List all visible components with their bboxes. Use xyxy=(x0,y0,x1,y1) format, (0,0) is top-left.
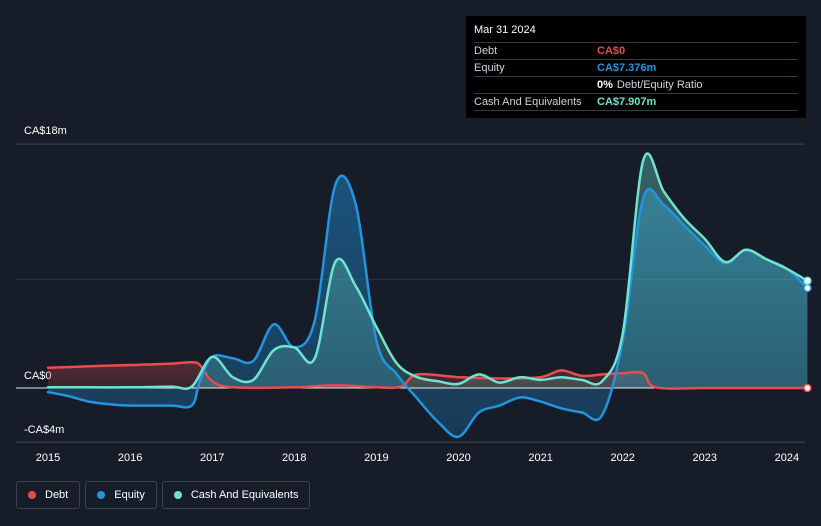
line-cash-and-equivalents xyxy=(46,152,809,391)
legend: Debt Equity Cash And Equivalents xyxy=(16,481,311,509)
tooltip-row-ratio: 0% Debt/Equity Ratio xyxy=(474,76,798,93)
y-axis-label: CA$0 xyxy=(24,370,52,382)
x-tick-label: 2015 xyxy=(36,452,60,464)
x-tick-label: 2023 xyxy=(693,452,717,464)
legend-dot-icon xyxy=(97,491,106,499)
tooltip-row-debt: Debt CA$0 xyxy=(474,42,798,59)
end-marker-debt xyxy=(803,383,812,393)
tooltip-row-equity: Equity CA$7.376m xyxy=(474,59,798,76)
line-equity xyxy=(46,174,809,439)
area-cash-and-equivalents xyxy=(48,153,808,389)
tooltip-value: CA$7.907m xyxy=(597,96,657,108)
tooltip-panel: Mar 31 2024 Debt CA$0 Equity CA$7.376m 0… xyxy=(466,16,806,118)
legend-dot-icon xyxy=(173,491,182,499)
x-tick-label: 2020 xyxy=(446,452,470,464)
legend-label: Debt xyxy=(45,489,69,501)
x-tick-label: 2018 xyxy=(282,452,306,464)
legend-item-equity[interactable]: Equity xyxy=(85,481,157,509)
legend-item-debt[interactable]: Debt xyxy=(16,481,81,509)
tooltip-note: Debt/Equity Ratio xyxy=(616,79,703,91)
y-axis-label: -CA$4m xyxy=(24,424,64,436)
x-tick-label: 2019 xyxy=(364,452,388,464)
x-tick-label: 2021 xyxy=(528,452,552,464)
tooltip-value: 0% xyxy=(597,79,613,91)
legend-label: Cash And Equivalents xyxy=(190,489,299,501)
tooltip-date: Mar 31 2024 xyxy=(474,24,536,36)
legend-label: Equity xyxy=(114,489,145,501)
end-marker-cash-and-equivalents xyxy=(803,276,812,286)
legend-item-cash[interactable]: Cash And Equivalents xyxy=(161,481,311,509)
tooltip-value: CA$7.376m xyxy=(597,62,657,74)
x-tick-label: 2024 xyxy=(775,452,799,464)
x-tick-label: 2016 xyxy=(118,452,142,464)
tooltip-label: Debt xyxy=(474,45,498,57)
tooltip-value: CA$0 xyxy=(597,45,626,57)
legend-dot-icon xyxy=(28,491,36,499)
y-axis-label: CA$18m xyxy=(24,125,67,137)
tooltip-label: Equity xyxy=(474,62,505,74)
tooltip-label xyxy=(474,77,597,93)
x-tick-label: 2022 xyxy=(610,452,634,464)
tooltip-label: Cash And Equivalents xyxy=(474,96,582,108)
tooltip-row-cash: Cash And Equivalents CA$7.907m xyxy=(474,93,798,111)
line-debt xyxy=(46,361,809,390)
end-marker-equity xyxy=(803,283,812,293)
x-tick-label: 2017 xyxy=(200,452,224,464)
